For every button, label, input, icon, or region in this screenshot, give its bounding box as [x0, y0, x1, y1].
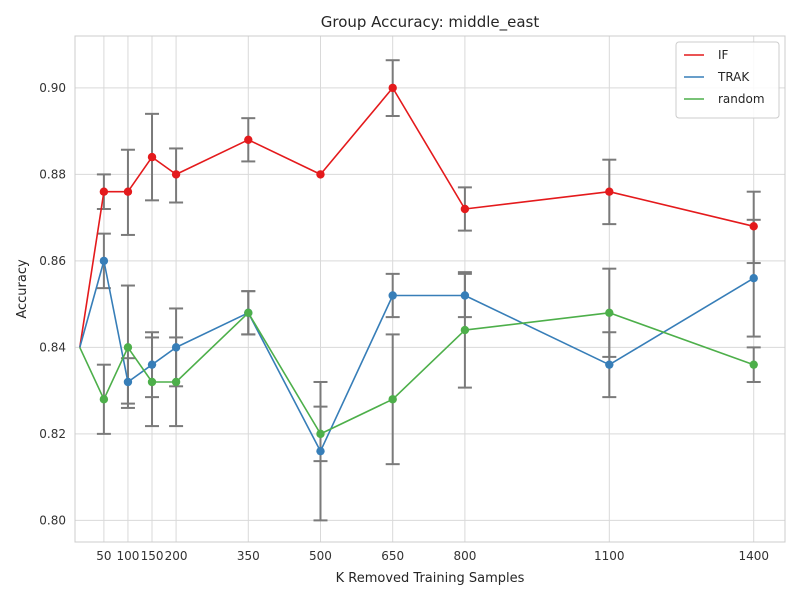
legend: IF TRAK random [675, 41, 780, 119]
data-point-if [244, 135, 253, 144]
legend-label-random: random [718, 92, 765, 106]
data-point-trak [605, 360, 614, 369]
data-point-trak [460, 291, 470, 300]
data-point-random [171, 377, 181, 387]
data-point-trak [171, 343, 181, 352]
data-point-if [316, 170, 325, 179]
data-point-if [123, 187, 133, 196]
data-point-if [749, 222, 758, 231]
data-point-random [244, 308, 253, 317]
data-point-random [147, 377, 157, 387]
data-point-random [316, 429, 325, 439]
data-point-random [99, 395, 109, 404]
data-point-random [460, 325, 470, 335]
data-point-trak [316, 446, 325, 456]
x-tick-label: 650 [381, 549, 404, 563]
y-tick-label: 0.82 [39, 427, 66, 441]
x-tick-label: 1400 [738, 549, 769, 563]
data-point-if [388, 83, 397, 93]
series-layer [79, 83, 758, 456]
data-point-random [388, 395, 397, 404]
plot-area-frame [74, 35, 786, 543]
data-point-random [749, 360, 758, 369]
y-tick-label: 0.84 [39, 340, 66, 354]
y-tick-label: 0.80 [39, 513, 66, 527]
data-point-trak [99, 256, 109, 266]
data-point-if [99, 187, 109, 196]
x-tick-label: 1100 [594, 549, 625, 563]
x-tick-label: 200 [165, 549, 188, 563]
data-point-if [460, 204, 470, 214]
legend-label-trak: TRAK [717, 70, 750, 84]
x-tick-label: 150 [141, 549, 164, 563]
data-point-random [123, 343, 133, 352]
x-tick-label: 350 [237, 549, 260, 563]
y-tick-label: 0.90 [39, 81, 66, 95]
chart-title: Group Accuracy: middle_east [321, 13, 540, 32]
data-point-trak [388, 291, 397, 300]
x-tick-labels: 50 100 150 200 350 500 650 800 1100 1400 [96, 549, 769, 563]
x-tick-label: 800 [453, 549, 476, 563]
x-tick-label: 50 [96, 549, 111, 563]
data-point-random [605, 308, 614, 317]
data-point-if [605, 187, 614, 196]
x-tick-label: 500 [309, 549, 332, 563]
data-point-trak [123, 377, 133, 387]
x-axis-label: K Removed Training Samples [336, 571, 525, 586]
y-tick-label: 0.86 [39, 254, 66, 268]
legend-label-if: IF [718, 48, 729, 62]
data-point-trak [147, 360, 157, 369]
data-point-trak [749, 273, 758, 283]
y-tick-labels: 0.80 0.82 0.84 0.86 0.88 0.90 [39, 81, 66, 527]
y-axis-label: Accuracy [15, 259, 30, 319]
x-tick-label: 100 [116, 549, 139, 563]
data-point-if [147, 152, 157, 162]
y-tick-label: 0.88 [39, 167, 66, 181]
data-point-if [171, 170, 181, 179]
